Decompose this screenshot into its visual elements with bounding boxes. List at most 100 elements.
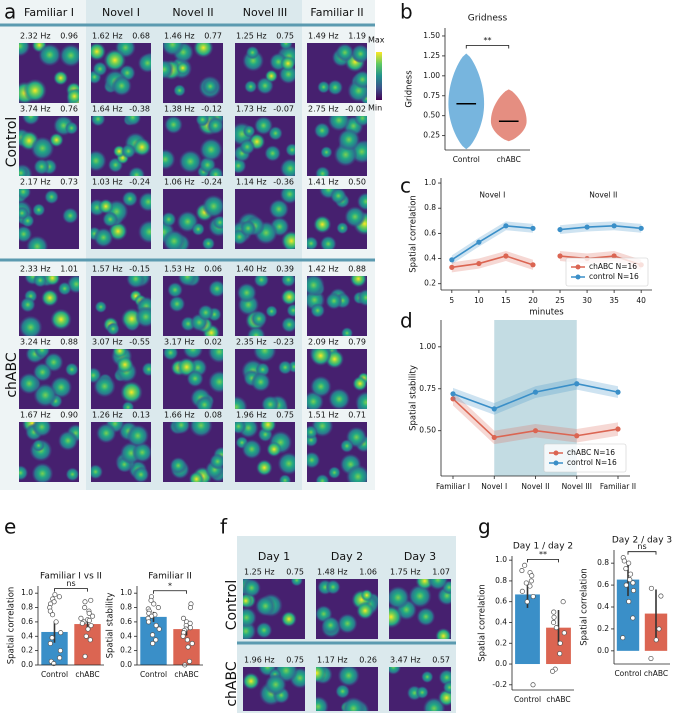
data-point: [148, 597, 154, 603]
firing-field: [243, 672, 260, 690]
firing-field: [91, 43, 107, 61]
data-point: [52, 592, 58, 598]
rate-map: [243, 579, 305, 639]
data-point: [87, 637, 93, 643]
data-point: [530, 225, 536, 231]
firing-field: [209, 453, 223, 470]
y-tick-label: 1.50: [423, 31, 440, 40]
data-point: [150, 632, 156, 638]
firing-rate: 1.73 Hz: [236, 105, 267, 114]
rate-map: [163, 349, 223, 409]
firing-rate: 1.17 Hz: [317, 656, 348, 665]
data-point: [476, 239, 482, 245]
data-point: [656, 626, 662, 632]
firing-field: [356, 192, 367, 211]
firing-field: [389, 585, 410, 610]
firing-field: [278, 360, 293, 375]
data-point: [560, 599, 566, 605]
rate-map: [163, 276, 223, 336]
rate-map: [19, 349, 79, 409]
firing-field: [280, 288, 295, 306]
firing-field: [178, 149, 202, 174]
x-tick-label: Control: [41, 670, 68, 679]
firing-field: [20, 296, 36, 313]
firing-field: [290, 579, 303, 587]
y-tick-label: 1.00: [419, 342, 436, 351]
firing-field: [163, 349, 179, 361]
data-point: [185, 644, 191, 650]
data-point: [82, 653, 88, 659]
y-tick-label: 0.2: [424, 279, 436, 288]
firing-field: [353, 70, 367, 89]
row-group-label: chABC: [224, 661, 240, 707]
data-point: [51, 599, 57, 605]
firing-rate: 1.06 Hz: [164, 178, 195, 187]
firing-field: [243, 607, 257, 628]
firing-field: [310, 375, 332, 398]
grid-score: 0.79: [348, 338, 366, 347]
firing-field: [124, 116, 142, 126]
rate-map: [163, 422, 223, 482]
firing-field: [26, 235, 49, 249]
data-point: [626, 560, 632, 566]
rate-map: [307, 422, 367, 482]
data-point: [638, 225, 644, 231]
significance-bracket: [54, 588, 88, 592]
firing-field: [197, 304, 214, 321]
error-band: [560, 221, 642, 234]
firing-rate: 3.17 Hz: [164, 338, 195, 347]
rate-map: [307, 349, 367, 409]
firing-field: [50, 308, 72, 331]
firing-field: [33, 349, 51, 359]
x-tick-label: chABC: [75, 670, 99, 679]
firing-field: [310, 303, 325, 318]
firing-rate: 2.32 Hz: [20, 32, 51, 41]
grid-score: -0.38: [129, 105, 150, 114]
firing-field: [313, 122, 331, 139]
firing-field: [19, 165, 29, 176]
x-tick-label: 35: [609, 296, 619, 305]
significance-label: *: [168, 581, 172, 590]
firing-rate: 1.57 Hz: [92, 265, 123, 274]
firing-field: [19, 43, 31, 57]
firing-field: [240, 220, 257, 237]
grid-score: 0.26: [359, 656, 377, 665]
firing-field: [344, 206, 366, 228]
firing-field: [202, 78, 219, 95]
grid-score: -0.24: [129, 178, 150, 187]
firing-field: [259, 422, 277, 434]
y-axis-label: Gridness: [405, 70, 415, 108]
firing-rate: 1.25 Hz: [236, 32, 267, 41]
error-band: [451, 250, 533, 273]
data-point: [524, 599, 530, 605]
data-point: [627, 577, 633, 583]
firing-rate: 2.75 Hz: [308, 105, 339, 114]
firing-field: [111, 75, 132, 96]
grid-score: 0.76: [60, 105, 78, 114]
error-band: [453, 392, 618, 445]
y-tick-label: 0.8: [597, 558, 609, 567]
firing-field: [193, 43, 214, 58]
y-tick-label: 0.6: [120, 617, 132, 626]
rate-map: [91, 422, 151, 482]
firing-field: [328, 466, 341, 479]
column-header: Familiar I: [24, 6, 74, 19]
firing-field: [265, 305, 278, 318]
data-point: [630, 615, 636, 621]
firing-rate: 2.33 Hz: [20, 265, 51, 274]
firing-field: [310, 349, 332, 367]
data-point: [491, 434, 497, 441]
rate-map: [316, 667, 378, 711]
data-point: [476, 260, 482, 267]
column-header: Novel II: [172, 6, 213, 19]
firing-field: [341, 696, 366, 711]
error-band: [451, 221, 533, 265]
significance-bracket: [465, 45, 510, 49]
firing-field: [341, 327, 354, 336]
data-point: [82, 604, 88, 611]
firing-field: [316, 696, 329, 711]
firing-rate: 3.74 Hz: [20, 105, 51, 114]
firing-field: [93, 375, 116, 398]
firing-field: [427, 579, 449, 591]
y-tick-label: 0.2: [597, 624, 609, 633]
